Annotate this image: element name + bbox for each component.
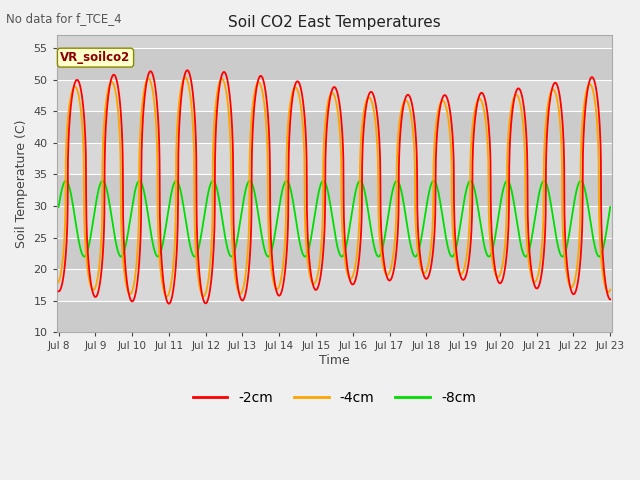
Title: Soil CO2 East Temperatures: Soil CO2 East Temperatures (228, 15, 441, 30)
Y-axis label: Soil Temperature (C): Soil Temperature (C) (15, 120, 28, 248)
Bar (57, 301, 612, 333)
Bar (57, 80, 612, 111)
Text: VR_soilco2: VR_soilco2 (60, 51, 131, 64)
Bar (57, 48, 612, 80)
Bar (57, 143, 612, 174)
X-axis label: Time: Time (319, 354, 350, 367)
Bar (57, 174, 612, 206)
Legend: -2cm, -4cm, -8cm: -2cm, -4cm, -8cm (187, 385, 482, 410)
Bar (57, 238, 612, 269)
Bar (57, 111, 612, 143)
Text: No data for f_TCE_4: No data for f_TCE_4 (6, 12, 122, 25)
Bar (57, 269, 612, 301)
Bar (57, 206, 612, 238)
